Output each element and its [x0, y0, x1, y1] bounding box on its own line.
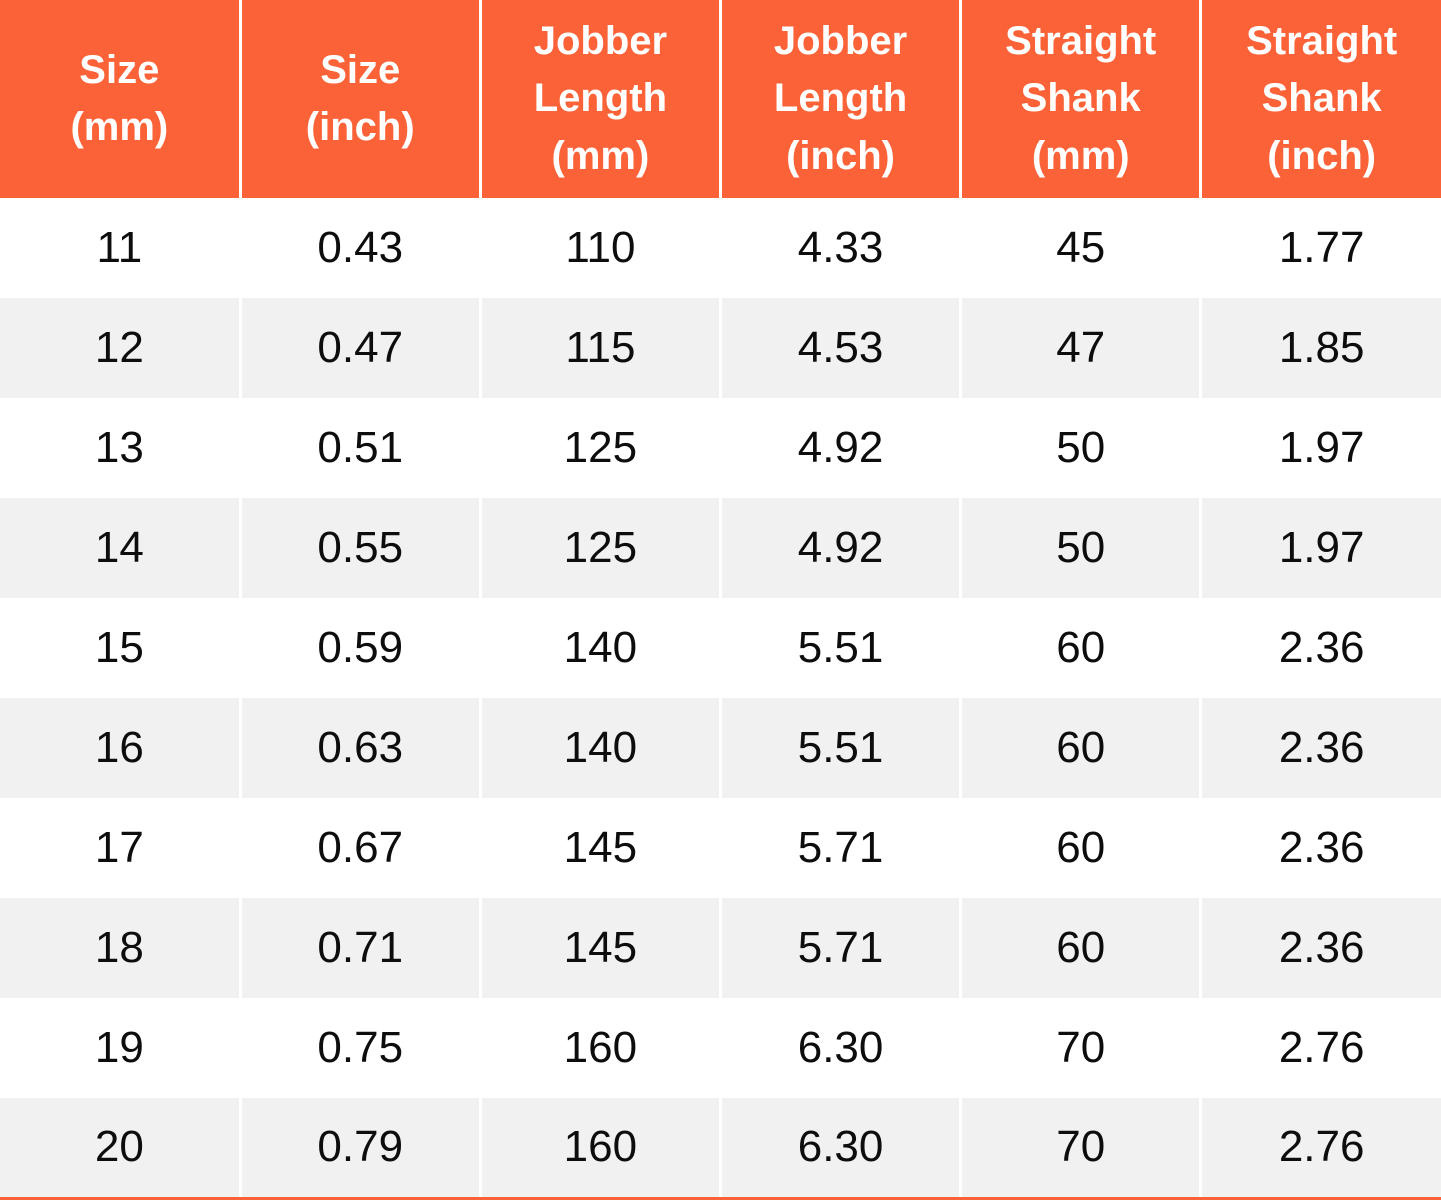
- table-cell: 60: [959, 698, 1201, 798]
- table-row: 17 0.67 145 5.71 60 2.36: [0, 798, 1441, 898]
- table-cell: 70: [959, 1098, 1201, 1200]
- table-cell: 5.71: [718, 798, 961, 898]
- table-cell: 5.51: [718, 698, 961, 798]
- table-row: 19 0.75 160 6.30 70 2.76: [0, 998, 1441, 1098]
- table-cell: 4.92: [718, 398, 961, 498]
- table-cell: 145: [478, 798, 721, 898]
- table-cell: 115: [478, 298, 721, 398]
- table-row: 12 0.47 115 4.53 47 1.85: [0, 298, 1441, 398]
- table-cell: 125: [478, 498, 721, 598]
- table-cell: 0.51: [238, 398, 481, 498]
- table-cell: 20: [0, 1098, 241, 1200]
- table-cell: 4.53: [718, 298, 961, 398]
- table-row: 14 0.55 125 4.92 50 1.97: [0, 498, 1441, 598]
- table-cell: 16: [0, 698, 241, 798]
- table-cell: 0.55: [238, 498, 481, 598]
- table-cell: 0.63: [238, 698, 481, 798]
- table-cell: 0.47: [238, 298, 481, 398]
- table-cell: 45: [959, 198, 1201, 298]
- table-cell: 47: [959, 298, 1201, 398]
- table-cell: 6.30: [718, 1098, 961, 1200]
- column-header-straight-shank-inch: Straight Shank (inch): [1199, 0, 1441, 198]
- column-header-jobber-length-inch: Jobber Length (inch): [718, 0, 961, 198]
- table-cell: 125: [478, 398, 721, 498]
- column-header-straight-shank-mm: Straight Shank (mm): [959, 0, 1201, 198]
- column-header-size-inch: Size (inch): [238, 0, 481, 198]
- table-cell: 50: [959, 498, 1201, 598]
- table-body: 11 0.43 110 4.33 45 1.77 12 0.47 115 4.53 47 1.85 13…: [0, 198, 1441, 1200]
- table-cell: 70: [959, 998, 1201, 1098]
- table-cell: 12: [0, 298, 241, 398]
- table-cell: 60: [959, 598, 1201, 698]
- table-cell: 2.36: [1199, 798, 1441, 898]
- table-cell: 18: [0, 898, 241, 998]
- column-header-size-mm: Size (mm): [0, 0, 241, 198]
- table-cell: 17: [0, 798, 241, 898]
- table-cell: 50: [959, 398, 1201, 498]
- table-cell: 0.59: [238, 598, 481, 698]
- table-cell: 1.97: [1199, 498, 1441, 598]
- table-cell: 4.92: [718, 498, 961, 598]
- table-cell: 0.67: [238, 798, 481, 898]
- table-cell: 145: [478, 898, 721, 998]
- table-cell: 0.43: [238, 198, 481, 298]
- table-row: 16 0.63 140 5.51 60 2.36: [0, 698, 1441, 798]
- table-row: 13 0.51 125 4.92 50 1.97: [0, 398, 1441, 498]
- table-cell: 1.97: [1199, 398, 1441, 498]
- table-cell: 11: [0, 198, 241, 298]
- table-cell: 60: [959, 898, 1201, 998]
- table-cell: 2.36: [1199, 698, 1441, 798]
- table-row: 18 0.71 145 5.71 60 2.36: [0, 898, 1441, 998]
- table-cell: 110: [478, 198, 721, 298]
- table-cell: 140: [478, 698, 721, 798]
- table-cell: 0.71: [238, 898, 481, 998]
- column-header-jobber-length-mm: Jobber Length (mm): [478, 0, 721, 198]
- table-cell: 160: [478, 998, 721, 1098]
- table-row: 20 0.79 160 6.30 70 2.76: [0, 1098, 1441, 1200]
- table-cell: 1.85: [1199, 298, 1441, 398]
- table-cell: 2.36: [1199, 898, 1441, 998]
- table-row: 15 0.59 140 5.51 60 2.36: [0, 598, 1441, 698]
- header-row: Size (mm) Size (inch) Jobber Length (mm)…: [0, 0, 1441, 198]
- table-cell: 2.36: [1199, 598, 1441, 698]
- table-header: Size (mm) Size (inch) Jobber Length (mm)…: [0, 0, 1441, 198]
- table-cell: 15: [0, 598, 241, 698]
- table-cell: 2.76: [1199, 998, 1441, 1098]
- table-cell: 19: [0, 998, 241, 1098]
- table-cell: 1.77: [1199, 198, 1441, 298]
- table-cell: 140: [478, 598, 721, 698]
- table-cell: 14: [0, 498, 241, 598]
- table-row: 11 0.43 110 4.33 45 1.77: [0, 198, 1441, 298]
- table-cell: 2.76: [1199, 1098, 1441, 1200]
- table-cell: 13: [0, 398, 241, 498]
- table-cell: 60: [959, 798, 1201, 898]
- table-cell: 4.33: [718, 198, 961, 298]
- table-cell: 5.71: [718, 898, 961, 998]
- table-cell: 6.30: [718, 998, 961, 1098]
- table-cell: 0.79: [238, 1098, 481, 1200]
- table-cell: 0.75: [238, 998, 481, 1098]
- table-cell: 160: [478, 1098, 721, 1200]
- table-cell: 5.51: [718, 598, 961, 698]
